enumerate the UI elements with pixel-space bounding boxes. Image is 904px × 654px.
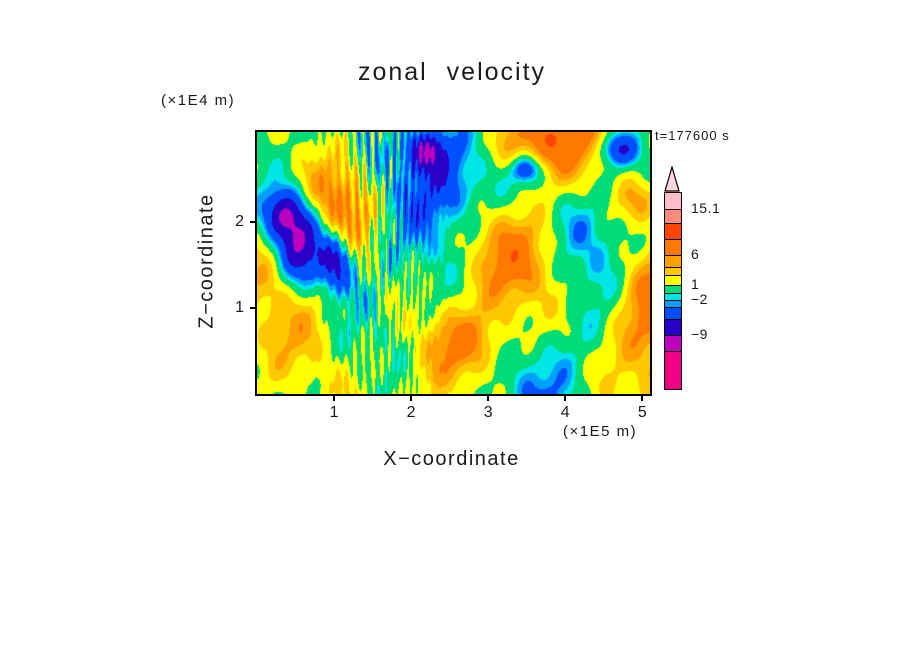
- colorbar-arrow-icon: [664, 166, 680, 192]
- y-tick-mark: [250, 307, 257, 310]
- x-tick-label: 2: [406, 404, 416, 421]
- y-axis-unit-label: (×1E4 m): [161, 92, 236, 109]
- colorbar-segment: [665, 255, 681, 267]
- colorbar-segment: [665, 285, 681, 293]
- colorbar-tick-label: 1: [691, 276, 700, 292]
- timestamp-label: t=177600 s: [655, 128, 730, 143]
- x-axis-title: X−coordinate: [383, 448, 520, 470]
- x-tick-mark: [333, 394, 336, 401]
- y-tick-label: 1: [235, 299, 244, 317]
- colorbar: 15.1 6 1 −2 −9: [664, 166, 720, 390]
- contour-field-canvas: [257, 132, 650, 394]
- colorbar-segment: [665, 351, 681, 389]
- x-tick-mark: [564, 394, 567, 401]
- colorbar-segment: [665, 239, 681, 255]
- x-axis-unit-label: (×1E5 m): [563, 423, 638, 440]
- colorbar-segment: [665, 223, 681, 239]
- colorbar-segment: [665, 319, 681, 335]
- colorbar-tick-label: −9: [691, 326, 708, 342]
- x-tick-label: 3: [483, 404, 493, 421]
- x-tick-mark: [487, 394, 490, 401]
- colorbar-segments: [664, 192, 682, 390]
- colorbar-segment: [665, 193, 681, 209]
- colorbar-segment: [665, 267, 681, 275]
- colorbar-segment: [665, 307, 681, 319]
- x-tick-mark: [410, 394, 413, 401]
- colorbar-segment: [665, 300, 681, 307]
- chart-title: zonal velocity: [357, 58, 547, 86]
- plot-area: 1 2 3 4 5 1 2: [235, 130, 652, 421]
- colorbar-tick-label: −2: [691, 291, 708, 307]
- colorbar-tick-label: 15.1: [691, 200, 721, 216]
- x-tick-label: 5: [637, 404, 647, 421]
- y-tick-label: 2: [235, 213, 244, 231]
- x-tick-mark: [641, 394, 644, 401]
- colorbar-segment: [665, 293, 681, 300]
- colorbar-segment: [665, 209, 681, 223]
- y-axis-title: Z−coordinate: [195, 193, 218, 329]
- x-tick-label: 1: [329, 404, 339, 421]
- colorbar-segment: [665, 275, 681, 285]
- colorbar-tick-label: 6: [691, 246, 700, 262]
- x-tick-label: 4: [560, 404, 570, 421]
- y-tick-mark: [250, 221, 257, 224]
- colorbar-segment: [665, 335, 681, 351]
